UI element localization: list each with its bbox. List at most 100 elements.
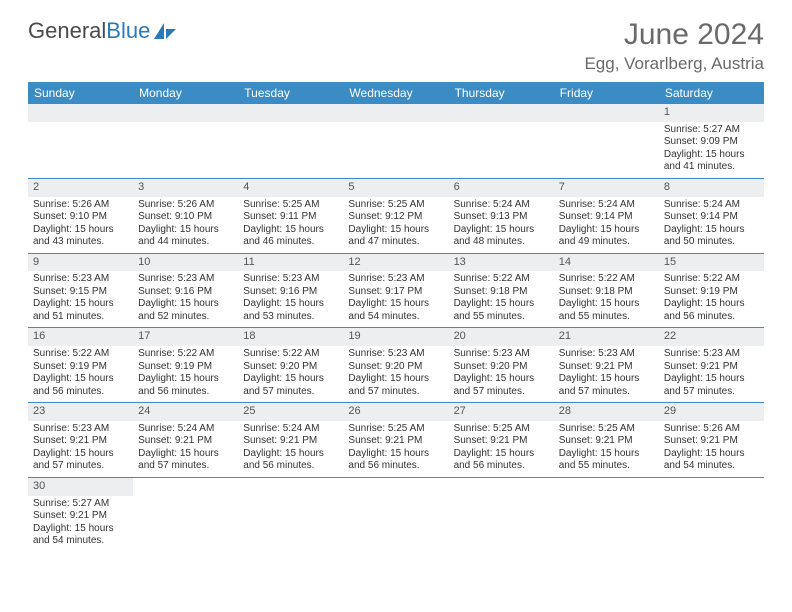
sunrise-text: Sunrise: 5:27 AM xyxy=(664,124,759,137)
daylight-text: Daylight: 15 hours xyxy=(664,298,759,311)
day-details: Sunrise: 5:25 AMSunset: 9:21 PMDaylight:… xyxy=(554,421,659,477)
daylight-text: and 50 minutes. xyxy=(664,236,759,249)
day-number: 11 xyxy=(238,254,343,272)
daylight-text: Daylight: 15 hours xyxy=(454,298,549,311)
daylight-text: Daylight: 15 hours xyxy=(33,224,128,237)
sunset-text: Sunset: 9:11 PM xyxy=(243,211,338,224)
empty-day-strip xyxy=(343,104,448,122)
sunset-text: Sunset: 9:20 PM xyxy=(243,361,338,374)
daylight-text: and 55 minutes. xyxy=(454,311,549,324)
dow-row: Sunday Monday Tuesday Wednesday Thursday… xyxy=(28,82,764,104)
calendar-row: 30Sunrise: 5:27 AMSunset: 9:21 PMDayligh… xyxy=(28,477,764,551)
calendar-cell: 15Sunrise: 5:22 AMSunset: 9:19 PMDayligh… xyxy=(659,253,764,328)
calendar-cell xyxy=(28,104,133,178)
sunset-text: Sunset: 9:19 PM xyxy=(33,361,128,374)
day-number: 8 xyxy=(659,179,764,197)
day-details: Sunrise: 5:24 AMSunset: 9:21 PMDaylight:… xyxy=(133,421,238,477)
calendar-cell xyxy=(554,104,659,178)
daylight-text: and 54 minutes. xyxy=(33,535,128,548)
empty-day-strip xyxy=(554,104,659,122)
empty-day-strip xyxy=(28,104,133,122)
sunset-text: Sunset: 9:20 PM xyxy=(348,361,443,374)
sunset-text: Sunset: 9:19 PM xyxy=(664,286,759,299)
daylight-text: and 57 minutes. xyxy=(559,386,654,399)
daylight-text: Daylight: 15 hours xyxy=(243,448,338,461)
calendar-cell: 11Sunrise: 5:23 AMSunset: 9:16 PMDayligh… xyxy=(238,253,343,328)
daylight-text: and 54 minutes. xyxy=(348,311,443,324)
dow-friday: Friday xyxy=(554,82,659,104)
sunrise-text: Sunrise: 5:23 AM xyxy=(454,348,549,361)
sunset-text: Sunset: 9:16 PM xyxy=(243,286,338,299)
sunrise-text: Sunrise: 5:23 AM xyxy=(348,273,443,286)
daylight-text: and 57 minutes. xyxy=(454,386,549,399)
calendar-cell: 28Sunrise: 5:25 AMSunset: 9:21 PMDayligh… xyxy=(554,403,659,478)
sunrise-text: Sunrise: 5:24 AM xyxy=(559,199,654,212)
sunrise-text: Sunrise: 5:26 AM xyxy=(33,199,128,212)
sunrise-text: Sunrise: 5:25 AM xyxy=(559,423,654,436)
daylight-text: and 57 minutes. xyxy=(664,386,759,399)
day-details: Sunrise: 5:23 AMSunset: 9:21 PMDaylight:… xyxy=(659,346,764,402)
sunset-text: Sunset: 9:21 PM xyxy=(664,361,759,374)
day-details: Sunrise: 5:22 AMSunset: 9:19 PMDaylight:… xyxy=(28,346,133,402)
day-number: 26 xyxy=(343,403,448,421)
sunrise-text: Sunrise: 5:23 AM xyxy=(33,273,128,286)
daylight-text: and 57 minutes. xyxy=(33,460,128,473)
daylight-text: Daylight: 15 hours xyxy=(138,298,233,311)
calendar-cell: 22Sunrise: 5:23 AMSunset: 9:21 PMDayligh… xyxy=(659,328,764,403)
day-number: 1 xyxy=(659,104,764,122)
day-details: Sunrise: 5:24 AMSunset: 9:14 PMDaylight:… xyxy=(659,197,764,253)
daylight-text: and 57 minutes. xyxy=(348,386,443,399)
daylight-text: Daylight: 15 hours xyxy=(454,448,549,461)
calendar-row: 23Sunrise: 5:23 AMSunset: 9:21 PMDayligh… xyxy=(28,403,764,478)
calendar-cell: 12Sunrise: 5:23 AMSunset: 9:17 PMDayligh… xyxy=(343,253,448,328)
day-details: Sunrise: 5:25 AMSunset: 9:21 PMDaylight:… xyxy=(343,421,448,477)
calendar-cell: 3Sunrise: 5:26 AMSunset: 9:10 PMDaylight… xyxy=(133,178,238,253)
day-number: 29 xyxy=(659,403,764,421)
day-number: 10 xyxy=(133,254,238,272)
daylight-text: Daylight: 15 hours xyxy=(348,224,443,237)
empty-day-strip xyxy=(238,104,343,122)
day-number: 15 xyxy=(659,254,764,272)
calendar-cell: 9Sunrise: 5:23 AMSunset: 9:15 PMDaylight… xyxy=(28,253,133,328)
day-details: Sunrise: 5:27 AMSunset: 9:09 PMDaylight:… xyxy=(659,122,764,178)
daylight-text: Daylight: 15 hours xyxy=(33,448,128,461)
sunrise-text: Sunrise: 5:22 AM xyxy=(559,273,654,286)
daylight-text: and 56 minutes. xyxy=(138,386,233,399)
calendar-cell xyxy=(343,104,448,178)
day-number: 7 xyxy=(554,179,659,197)
day-number: 18 xyxy=(238,328,343,346)
sunset-text: Sunset: 9:12 PM xyxy=(348,211,443,224)
calendar-row: 2Sunrise: 5:26 AMSunset: 9:10 PMDaylight… xyxy=(28,178,764,253)
calendar-cell: 8Sunrise: 5:24 AMSunset: 9:14 PMDaylight… xyxy=(659,178,764,253)
day-details: Sunrise: 5:26 AMSunset: 9:10 PMDaylight:… xyxy=(133,197,238,253)
calendar-cell xyxy=(343,477,448,551)
sunset-text: Sunset: 9:21 PM xyxy=(138,435,233,448)
header: GeneralBlue June 2024 Egg, Vorarlberg, A… xyxy=(28,18,764,74)
day-number: 20 xyxy=(449,328,554,346)
sunrise-text: Sunrise: 5:25 AM xyxy=(243,199,338,212)
calendar-cell: 5Sunrise: 5:25 AMSunset: 9:12 PMDaylight… xyxy=(343,178,448,253)
daylight-text: Daylight: 15 hours xyxy=(33,298,128,311)
calendar-cell: 1Sunrise: 5:27 AMSunset: 9:09 PMDaylight… xyxy=(659,104,764,178)
sunrise-text: Sunrise: 5:26 AM xyxy=(664,423,759,436)
month-title: June 2024 xyxy=(584,18,764,52)
calendar-cell: 27Sunrise: 5:25 AMSunset: 9:21 PMDayligh… xyxy=(449,403,554,478)
day-details: Sunrise: 5:24 AMSunset: 9:14 PMDaylight:… xyxy=(554,197,659,253)
calendar-cell: 19Sunrise: 5:23 AMSunset: 9:20 PMDayligh… xyxy=(343,328,448,403)
calendar-cell: 6Sunrise: 5:24 AMSunset: 9:13 PMDaylight… xyxy=(449,178,554,253)
calendar-cell: 29Sunrise: 5:26 AMSunset: 9:21 PMDayligh… xyxy=(659,403,764,478)
sunset-text: Sunset: 9:10 PM xyxy=(33,211,128,224)
day-details: Sunrise: 5:26 AMSunset: 9:21 PMDaylight:… xyxy=(659,421,764,477)
daylight-text: and 56 minutes. xyxy=(454,460,549,473)
sunrise-text: Sunrise: 5:23 AM xyxy=(348,348,443,361)
day-number: 12 xyxy=(343,254,448,272)
day-number: 28 xyxy=(554,403,659,421)
day-details: Sunrise: 5:22 AMSunset: 9:18 PMDaylight:… xyxy=(449,271,554,327)
day-number: 25 xyxy=(238,403,343,421)
sunset-text: Sunset: 9:09 PM xyxy=(664,136,759,149)
logo: GeneralBlue xyxy=(28,18,178,44)
calendar-cell: 21Sunrise: 5:23 AMSunset: 9:21 PMDayligh… xyxy=(554,328,659,403)
daylight-text: Daylight: 15 hours xyxy=(348,373,443,386)
title-block: June 2024 Egg, Vorarlberg, Austria xyxy=(584,18,764,74)
daylight-text: and 44 minutes. xyxy=(138,236,233,249)
